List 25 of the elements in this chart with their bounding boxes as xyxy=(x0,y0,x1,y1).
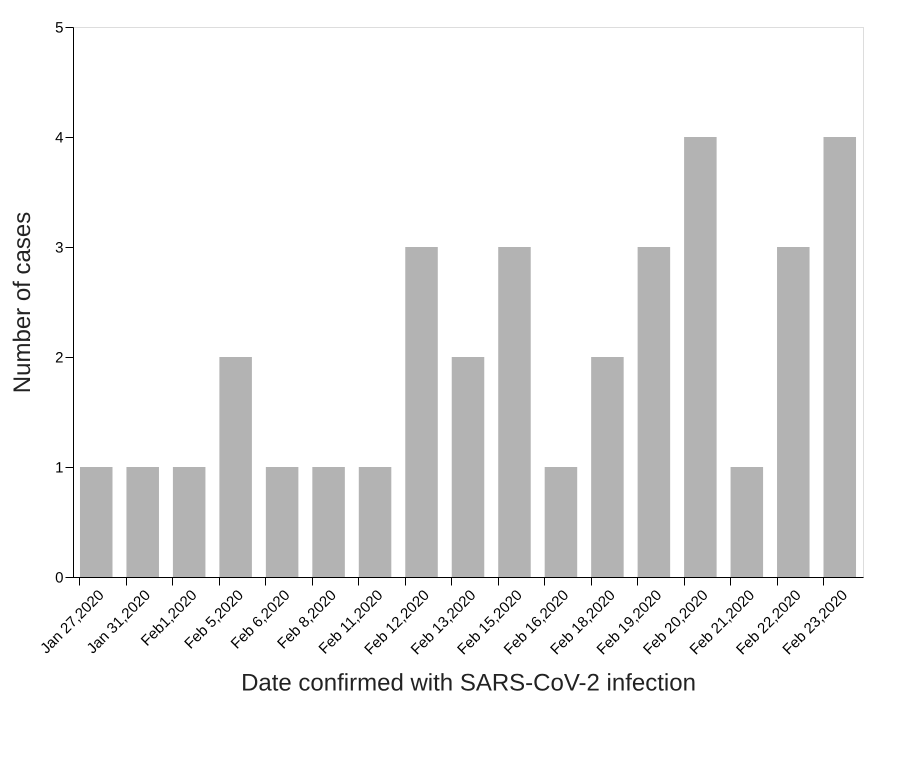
y-tick-label: 4 xyxy=(55,130,64,146)
bar xyxy=(684,137,717,577)
bar xyxy=(591,357,624,577)
y-tick-label: 0 xyxy=(55,570,64,586)
bar xyxy=(80,467,112,577)
x-axis-title: Date confirmed with SARS-CoV-2 infection xyxy=(241,670,696,697)
y-tick-label: 1 xyxy=(55,460,64,476)
bar xyxy=(777,247,810,577)
y-axis-title: Number of cases xyxy=(9,212,36,394)
bar xyxy=(544,467,578,577)
bar xyxy=(405,247,438,577)
y-tick-label: 2 xyxy=(55,350,64,366)
bar xyxy=(358,467,392,577)
bar xyxy=(219,357,252,577)
bar xyxy=(730,467,764,577)
bar xyxy=(312,467,345,577)
bar xyxy=(824,137,856,577)
bar xyxy=(266,467,298,577)
bar xyxy=(498,247,531,577)
y-tick-label: 3 xyxy=(55,240,64,256)
bar xyxy=(638,247,670,577)
y-tick-label: 5 xyxy=(55,20,64,36)
bar xyxy=(452,357,484,577)
bar xyxy=(126,467,159,577)
bar xyxy=(172,467,206,577)
